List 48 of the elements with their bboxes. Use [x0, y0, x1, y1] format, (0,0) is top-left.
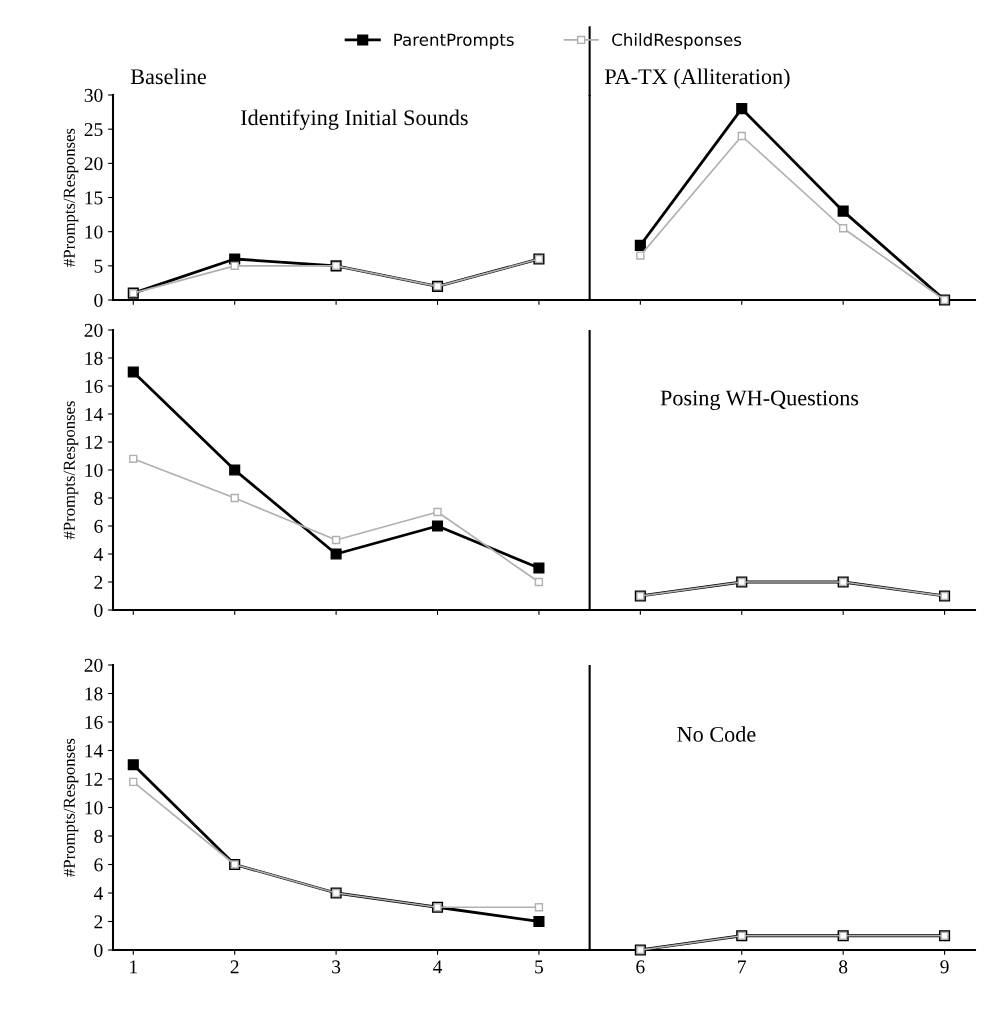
y-tick-label: 20 — [84, 157, 103, 171]
y-tick-label: 0 — [94, 943, 103, 957]
x-tick-label: 3 — [332, 960, 341, 974]
y-tick-label: 4 — [93, 886, 103, 900]
y-tick-label: 18 — [85, 687, 103, 701]
y-tick-label: 2 — [94, 575, 103, 589]
x-tick-label: 5 — [535, 960, 544, 974]
y-axis-title: #Prompts/Responses — [63, 738, 79, 877]
y-tick-label: 30 — [84, 88, 103, 102]
y-tick-label: 6 — [94, 519, 103, 533]
y-tick-label: 14 — [85, 744, 103, 758]
y-tick-label: 6 — [94, 858, 103, 872]
y-axis-title: #Prompts/Responses — [63, 128, 79, 267]
y-tick-label: 16 — [85, 379, 103, 393]
y-tick-label: 10 — [85, 463, 103, 477]
x-tick-label: 1 — [130, 960, 137, 974]
annotation: Posing WH-Questions — [660, 390, 859, 411]
x-tick-label: 2 — [230, 960, 239, 974]
y-tick-label: 10 — [85, 225, 103, 239]
y-tick-label: 2 — [94, 915, 103, 929]
y-tick-label: 18 — [85, 351, 103, 365]
y-tick-label: 0 — [94, 603, 103, 617]
legend-label: ChildResponses — [612, 33, 742, 50]
x-tick-label: 4 — [433, 960, 443, 974]
y-tick-label: 15 — [85, 191, 103, 205]
y-tick-label: 8 — [94, 491, 103, 505]
x-tick-label: 8 — [839, 960, 848, 974]
y-tick-label: 20 — [84, 658, 103, 672]
y-axis-title: #Prompts/Responses — [63, 401, 79, 540]
y-tick-label: 16 — [85, 715, 103, 729]
y-tick-label: 14 — [85, 407, 103, 421]
y-tick-label: 4 — [93, 547, 103, 561]
y-tick-label: 10 — [85, 801, 103, 815]
annotation: No Code — [677, 726, 756, 742]
y-tick-label: 12 — [85, 435, 103, 449]
y-tick-label: 5 — [94, 259, 103, 273]
x-tick-label: 7 — [738, 960, 747, 974]
annotation: Identifying Initial Sounds — [240, 109, 468, 130]
text: PA-TX (Alliteration) — [604, 68, 790, 89]
text: Baseline — [130, 68, 206, 85]
y-tick-label: 20 — [84, 323, 103, 337]
legend-label: ParentPrompts — [394, 33, 514, 50]
x-tick-label: 9 — [940, 960, 949, 974]
x-tick-label: 6 — [636, 960, 645, 974]
y-tick-label: 8 — [94, 829, 103, 843]
y-tick-label: 0 — [94, 293, 103, 307]
y-tick-label: 12 — [85, 772, 103, 786]
y-tick-label: 25 — [84, 123, 103, 137]
